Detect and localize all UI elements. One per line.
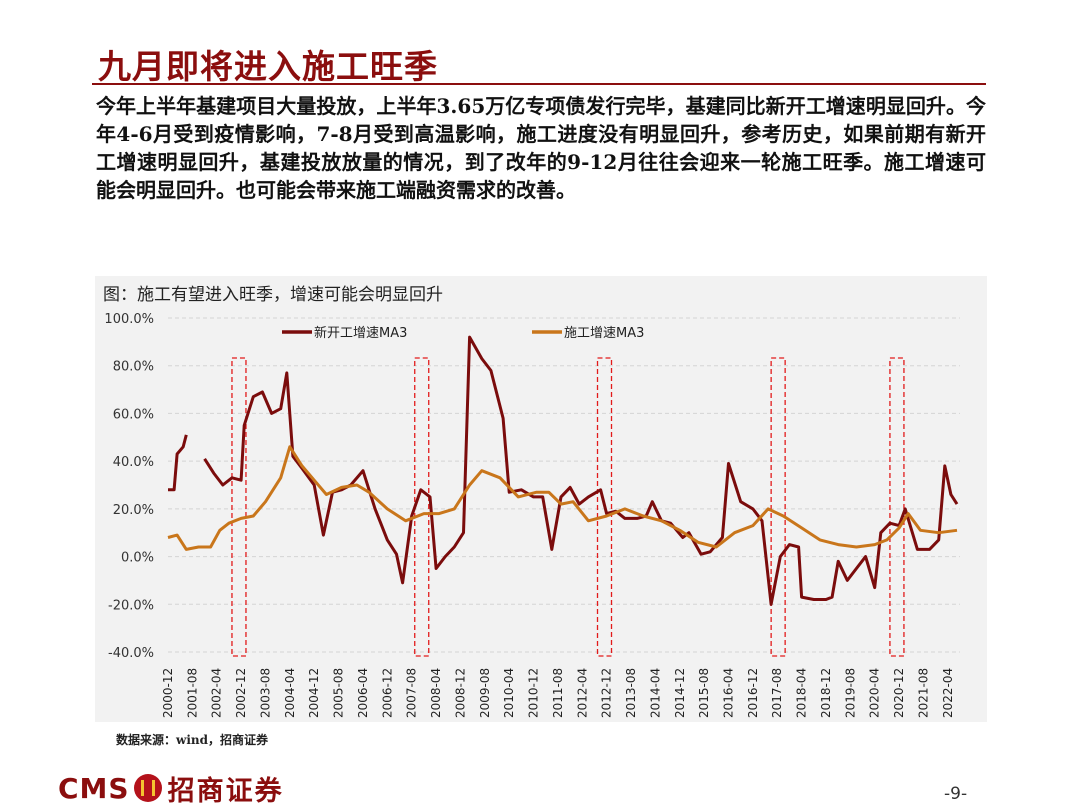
chart-background [95,276,987,722]
x-tick-label: 2020-12 [892,668,906,718]
legend-label: 新开工增速MA3 [314,325,407,341]
x-tick-label: 2014-12 [673,668,687,718]
x-tick-label: 2000-12 [161,668,175,718]
x-tick-label: 2019-08 [843,668,857,718]
x-tick-label: 2016-04 [721,668,735,718]
chart-title: 图：施工有望进入旺季，增速可能会明显回升 [103,285,443,305]
highlight-box [231,357,247,657]
x-tick-label: 2008-12 [453,668,467,718]
legend-label: 施工增速MA3 [564,326,644,341]
x-tick-label: 2002-12 [234,668,248,718]
logo-mark-icon [133,774,162,802]
x-tick-label: 2006-04 [356,668,370,718]
x-tick-label: 2003-08 [258,668,272,718]
y-tick-label: 80.0% [113,360,154,375]
highlight-box [889,357,905,657]
x-tick-label: 2013-08 [624,668,638,718]
x-tick-label: 2009-08 [478,668,492,718]
x-tick-label: 2010-04 [502,668,516,718]
cms-logo: CMS 招商证券 [58,771,284,807]
x-tick-label: 2008-04 [429,668,443,718]
highlight-box [596,357,613,657]
x-tick-label: 2004-12 [307,668,321,718]
y-tick-label: 60.0% [113,407,154,422]
x-tick-label: 2006-12 [380,668,394,718]
y-tick-label: 20.0% [113,503,154,518]
x-tick-label: 2017-08 [770,668,784,718]
x-tick-label: 2010-12 [527,668,541,718]
body-paragraph: 今年上半年基建项目大量投放，上半年3.65万亿专项债发行完毕，基建同比新开工增速… [96,94,986,202]
highlight-box [414,357,430,657]
x-tick-label: 2020-04 [868,668,882,718]
x-tick-label: 2014-04 [648,668,662,718]
y-tick-label: -20.0% [108,598,154,613]
x-tick-label: 2021-08 [916,668,930,718]
x-tick-label: 2012-04 [575,668,589,718]
x-tick-label: 2002-04 [210,668,224,718]
x-tick-label: 2022-04 [941,668,955,718]
x-tick-label: 2001-08 [185,668,199,718]
x-tick-label: 2007-08 [405,668,419,718]
data-source: 数据来源：wind，招商证券 [116,733,269,747]
x-tick-label: 2012-12 [600,668,614,718]
x-tick-label: 2016-12 [746,668,760,718]
x-tick-label: 2015-08 [697,668,711,718]
page-number: -9- [944,784,968,804]
title-divider [92,83,986,85]
y-tick-label: 100.0% [104,312,154,327]
logo-chinese: 招商证券 [167,775,284,807]
x-tick-label: 2018-12 [819,668,833,718]
x-tick-label: 2005-08 [332,668,346,718]
series-line-1 [203,335,959,606]
x-tick-label: 2011-08 [551,668,565,718]
page-title: 九月即将进入施工旺季 [98,47,438,86]
x-tick-label: 2018-04 [795,668,809,718]
y-tick-label: -40.0% [108,646,154,661]
y-tick-label: 0.0% [121,551,154,566]
logo-latin: CMS [58,771,130,805]
series-line-1 [168,434,188,492]
highlight-box [770,357,786,657]
x-tick-label: 2004-04 [283,668,297,718]
series-line-2 [167,445,958,551]
y-tick-label: 40.0% [113,455,154,470]
